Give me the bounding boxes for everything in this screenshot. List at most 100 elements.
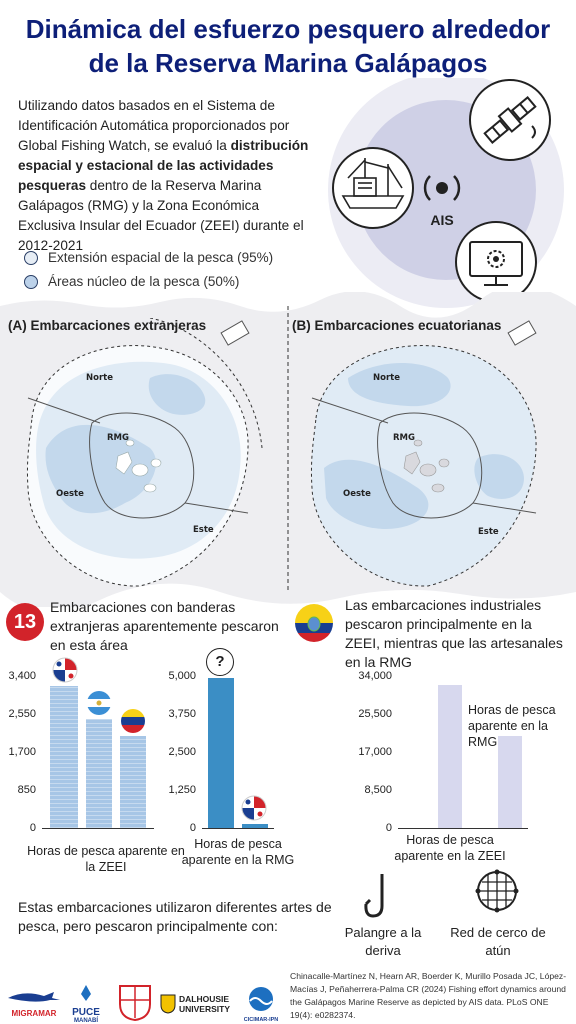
chart3-ytick: 8,500: [364, 784, 392, 796]
university-crest-logo: [119, 985, 151, 1022]
puce-logo-text: PUCE: [72, 1007, 100, 1018]
legend-label-extent: Extensión espacial de la pesca (95%): [48, 250, 274, 265]
map-a-outer-arc: [149, 318, 263, 449]
intro-text-1: Utilizando datos basados en el Sistema d…: [18, 98, 290, 153]
chart2-xlabel: Horas de pesca aparente en la RMG: [181, 837, 295, 867]
unknown-flag-icon: ?: [206, 648, 234, 676]
title-line-1: Dinámica del esfuerzo pesquero alrededor: [25, 14, 551, 44]
map-a-scale-icon: [220, 320, 250, 346]
intro-text-2: dentro de la Reserva Marina Galápagos (R…: [18, 178, 304, 253]
page-title: Dinámica del esfuerzo pesquero alrededor…: [0, 12, 576, 80]
fish-hook-icon: [364, 874, 384, 918]
chart2-ytick: 5,000: [168, 670, 196, 682]
chart3-xlabel: Horas de pesca aparente en la ZEEI: [394, 833, 506, 863]
dalhousie-logo-text-1: DALHOUSIE: [179, 994, 230, 1004]
chart3-bar-artisanal: [498, 736, 522, 828]
chart1-ytick: 3,400: [8, 670, 36, 682]
chart3-ytick: 34,000: [358, 670, 392, 682]
cicimar-emblem-icon: [249, 987, 273, 1011]
legend-swatch-extent: [24, 250, 38, 265]
migramar-logo-text: MIGRAMAR: [11, 1009, 57, 1018]
map-b-islands: [403, 439, 450, 493]
chart3-baseline: [398, 828, 528, 829]
puce-logo-subtext: MANABÍ: [74, 1018, 98, 1024]
chart1-ytick: 850: [17, 784, 36, 796]
map-a-label-rmg: RMG: [107, 433, 129, 443]
map-b-scale-icon: [507, 320, 537, 346]
chart1-bar-panama: [50, 686, 78, 828]
fishing-net-icon: [475, 869, 519, 913]
chart1-ytick: 1,700: [8, 746, 36, 758]
chart3-ytick: 25,500: [358, 708, 392, 720]
chart2-bar-panama: [242, 824, 268, 828]
chart1-xlabel: Horas de pesca aparente en la ZEEI: [27, 844, 185, 874]
dalhousie-logo-text-2: UNIVERSITY: [179, 1004, 231, 1014]
map-b-zone-line-2: [472, 502, 537, 514]
map-b-heading: (B) Embarcaciones ecuatorianas: [292, 318, 502, 333]
map-b-core-area-east: [474, 454, 524, 499]
map-b-zone-line-1: [311, 397, 389, 424]
map-a-label-north: Norte: [86, 373, 113, 383]
map-b-label-north: Norte: [373, 373, 400, 383]
chart-ecuador: 34,000 25,500 17,000 8,500 0: [356, 670, 536, 840]
puce-logo: PUCE MANABÍ: [62, 984, 110, 1024]
map-b-label-east: Este: [478, 527, 499, 537]
ecuador-stat-text: Las embarcaciones industriales pescaron …: [345, 597, 563, 670]
computer-gear-icon: [455, 221, 537, 303]
map-a-label-west: Oeste: [56, 489, 84, 499]
chart3-bar-industrial: [438, 685, 462, 828]
puce-emblem-icon: [81, 985, 91, 1001]
chart1-ytick: 0: [29, 822, 36, 834]
shark-icon: [8, 992, 60, 1002]
gear-purse-label: Red de cerco de atún: [450, 925, 546, 958]
chart-foreign-zeei: 3,400 2,550 1,700 850 0: [0, 670, 160, 840]
legend-label-core: Áreas núcleo de la pesca (50%): [48, 274, 240, 289]
chart1-bar-nicaragua: [86, 719, 112, 828]
fishing-boat-icon: [332, 147, 414, 229]
map-b-label-rmg: RMG: [393, 433, 415, 443]
venezuela-flag-icon: [121, 709, 145, 733]
chart2-ytick: 3,750: [168, 708, 196, 720]
chart2-baseline: [202, 828, 274, 829]
chart3-ytick: 17,000: [358, 746, 392, 758]
map-a-zone-line-2: [184, 502, 249, 514]
migramar-logo: MIGRAMAR: [4, 988, 64, 1018]
cicimar-logo-text: CICIMAR-IPN: [243, 1017, 279, 1023]
intro-paragraph: Utilizando datos basados en el Sistema d…: [18, 96, 318, 256]
panama-flag-icon: [52, 657, 78, 683]
ecuador-flag-icon: [295, 604, 333, 642]
cicimar-logo: CICIMAR-IPN: [240, 986, 282, 1023]
chart3-annotation: Horas de pesca aparente en la RMG: [468, 703, 556, 749]
nicaragua-flag-icon: [87, 691, 111, 715]
ais-illustration: AIS: [328, 78, 564, 308]
legend-item-extent: Extensión espacial de la pesca (95%): [24, 250, 273, 265]
intro-text-bold: distribución espacial y estacional de la…: [18, 138, 309, 193]
legend-item-core: Áreas núcleo de la pesca (50%): [24, 274, 239, 289]
map-b-core-area-north: [348, 363, 451, 407]
map-a-label-east: Este: [193, 525, 214, 535]
map-a-zone-line-1: [27, 397, 101, 424]
chart2-bar-unknown: [208, 678, 234, 828]
chart1-bar-venezuela: [120, 736, 146, 828]
title-line-2: de la Reserva Marina Galápagos: [88, 48, 488, 78]
chart2-ytick: 2,500: [168, 746, 196, 758]
chart3-ytick: 0: [385, 822, 392, 834]
foreign-stat-text: Embarcaciones con banderas extranjeras a…: [50, 599, 279, 653]
gear-text: Estas embarcaciones utilizaron diferente…: [18, 899, 332, 934]
panama-flag-icon-rmg: [241, 795, 267, 821]
gear-longline-label: Palangre a la deriva: [344, 925, 422, 958]
ais-signal-icon: [423, 175, 461, 201]
ais-label: AIS: [430, 212, 453, 228]
map-a-heading: (A) Embarcaciones extranjeras: [8, 318, 207, 333]
legend-swatch-core: [24, 274, 38, 289]
chart2-ytick: 1,250: [168, 784, 196, 796]
satellite-icon: [469, 79, 551, 161]
map-b-label-west: Oeste: [343, 489, 371, 499]
chart-foreign-rmg: 5,000 3,750 2,500 1,250 0: [160, 670, 280, 840]
chart2-ytick: 0: [189, 822, 196, 834]
citation: Chinacalle-Martínez N, Hearn AR, Boerder…: [290, 971, 567, 1020]
map-ecuadorian-vessels: [310, 320, 537, 587]
dalhousie-logo: DALHOUSIE UNIVERSITY: [160, 994, 238, 1014]
map-a-core-area-north: [148, 374, 206, 415]
map-foreign-vessels: [26, 318, 263, 587]
